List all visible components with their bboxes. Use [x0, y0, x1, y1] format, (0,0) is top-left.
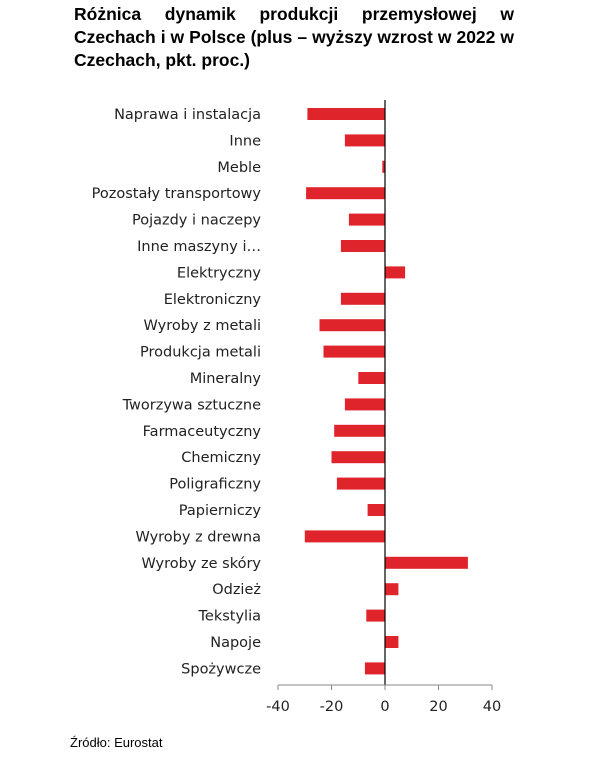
- category-label: Wyroby z metali: [144, 318, 261, 334]
- category-label: Inne: [229, 133, 261, 149]
- bar: [382, 160, 385, 173]
- bar: [304, 530, 386, 543]
- source-note: Źródło: Eurostat: [70, 735, 163, 750]
- bar: [367, 504, 385, 516]
- x-tick-label: -20: [320, 699, 344, 715]
- category-label: Mineralny: [190, 371, 262, 387]
- x-tick-label: -40: [266, 699, 290, 715]
- bar: [385, 556, 468, 569]
- bar: [364, 662, 385, 675]
- bar: [334, 424, 385, 437]
- category-label: Tekstylia: [198, 609, 261, 625]
- bar-chart: Naprawa i instalacja Inne Meble Pozostały t…: [92, 100, 501, 715]
- bar: [348, 213, 385, 226]
- category-label: Naprawa i instalacja: [114, 107, 261, 123]
- bar: [331, 451, 385, 464]
- category-label: Wyroby z drewna: [136, 529, 262, 545]
- category-label: Spożywcze: [181, 661, 261, 677]
- bar: [358, 372, 386, 384]
- bar: [323, 345, 385, 358]
- bar: [319, 319, 385, 332]
- category-label: Wyroby ze skóry: [141, 556, 261, 572]
- bar: [366, 609, 385, 622]
- x-tick-label: 0: [380, 699, 389, 715]
- category-label: Papierniczy: [179, 503, 262, 519]
- bar: [307, 108, 385, 120]
- category-label: Produkcja metali: [140, 345, 261, 361]
- bar: [340, 240, 385, 252]
- bar: [385, 583, 399, 596]
- bar: [385, 636, 399, 648]
- bar: [340, 292, 385, 305]
- category-label: Inne maszyny i…: [137, 239, 261, 255]
- category-label: Elektroniczny: [164, 292, 262, 308]
- category-label: Napoje: [210, 635, 261, 651]
- bar: [344, 134, 385, 147]
- category-label: Odzież: [212, 582, 261, 598]
- category-label: Farmaceutyczny: [143, 424, 262, 440]
- x-tick-label: 40: [483, 699, 501, 715]
- category-label: Chemiczny: [181, 450, 261, 466]
- bar: [385, 266, 406, 279]
- x-tick-label: 20: [429, 699, 447, 715]
- category-label: Elektryczny: [177, 265, 262, 281]
- category-label: Pozostały transportowy: [92, 186, 262, 202]
- category-label: Tworzywa sztuczne: [122, 397, 262, 413]
- bar: [306, 187, 385, 200]
- bar: [336, 477, 385, 490]
- category-label: Meble: [217, 160, 261, 176]
- chart-title: Różnica dynamik produkcji przemysłowej w…: [74, 4, 514, 70]
- category-label: Poligraficzny: [169, 477, 261, 493]
- category-label: Pojazdy i naczepy: [132, 213, 261, 229]
- bar: [344, 398, 385, 411]
